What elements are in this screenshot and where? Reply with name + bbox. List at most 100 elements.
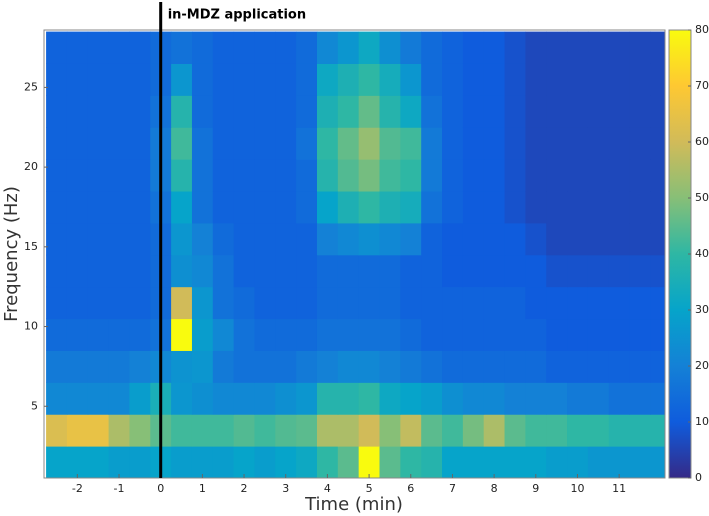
- cell: [46, 222, 68, 256]
- cell: [66, 414, 89, 447]
- cell: [546, 286, 568, 320]
- cell: [483, 446, 506, 478]
- cell: [587, 414, 610, 447]
- cell: [379, 350, 401, 383]
- colorbar-tick-label: 80: [695, 23, 709, 36]
- cell: [629, 254, 651, 288]
- cell: [191, 127, 214, 160]
- cell: [608, 191, 631, 224]
- cell: [567, 382, 589, 415]
- cell: [87, 127, 110, 160]
- cell: [316, 414, 339, 447]
- x-tick-label: 8: [491, 482, 498, 495]
- cell: [442, 350, 464, 383]
- cell: [546, 159, 568, 192]
- cell: [525, 318, 547, 351]
- cell: [171, 222, 193, 256]
- cell: [108, 191, 130, 224]
- cell: [608, 382, 631, 415]
- cell: [483, 127, 506, 160]
- cell: [629, 318, 651, 351]
- cell: [46, 159, 68, 192]
- cell: [254, 95, 276, 128]
- cell: [275, 382, 297, 415]
- cell: [316, 254, 339, 288]
- cell: [46, 414, 68, 447]
- cell: [87, 191, 110, 224]
- cell: [254, 446, 276, 478]
- cell: [483, 222, 506, 256]
- cell: [462, 414, 485, 447]
- cell: [525, 286, 547, 320]
- cell: [608, 63, 631, 96]
- cell: [337, 159, 360, 192]
- cell: [525, 446, 547, 478]
- cell: [233, 286, 255, 320]
- cell: [275, 191, 297, 224]
- cell: [275, 318, 297, 351]
- cell: [421, 222, 443, 256]
- cell: [442, 63, 464, 96]
- cell: [66, 191, 89, 224]
- cell: [483, 350, 506, 383]
- cell: [191, 95, 214, 128]
- cell: [483, 286, 506, 320]
- cell: [254, 191, 276, 224]
- cell: [587, 350, 610, 383]
- cell: [316, 63, 339, 96]
- cell: [296, 95, 318, 128]
- cell: [233, 222, 255, 256]
- cell: [442, 159, 464, 192]
- cell: [212, 191, 235, 224]
- cell: [316, 382, 339, 415]
- cell: [629, 31, 651, 64]
- cell: [587, 222, 610, 256]
- cell: [275, 222, 297, 256]
- cell: [254, 318, 276, 351]
- cell: [525, 222, 547, 256]
- cell: [212, 95, 235, 128]
- cell: [358, 222, 381, 256]
- colorbar-tick-label: 60: [695, 135, 709, 148]
- cell: [337, 286, 360, 320]
- cell: [462, 63, 485, 96]
- colorbar-tick-label: 50: [695, 191, 709, 204]
- cell: [546, 446, 568, 478]
- cell: [462, 191, 485, 224]
- cell: [46, 446, 68, 478]
- cell: [525, 95, 547, 128]
- cell: [504, 286, 526, 320]
- cell: [108, 127, 130, 160]
- cell: [358, 63, 381, 96]
- cell: [629, 286, 651, 320]
- cell: [337, 191, 360, 224]
- cell: [650, 318, 665, 351]
- cell: [296, 127, 318, 160]
- cell: [129, 254, 151, 288]
- cell: [442, 382, 464, 415]
- cell: [442, 191, 464, 224]
- cell: [400, 191, 422, 224]
- cell: [400, 414, 422, 447]
- cell: [171, 159, 193, 192]
- cell: [421, 191, 443, 224]
- cell: [421, 446, 443, 478]
- cell: [379, 446, 401, 478]
- cell: [87, 159, 110, 192]
- heatmap: [46, 31, 665, 478]
- cell: [546, 414, 568, 447]
- cell: [316, 318, 339, 351]
- cell: [212, 222, 235, 256]
- cell: [233, 446, 255, 478]
- cell: [587, 63, 610, 96]
- cell: [379, 254, 401, 288]
- cell: [567, 414, 589, 447]
- cell: [171, 286, 193, 320]
- cell: [275, 286, 297, 320]
- cell: [504, 63, 526, 96]
- cell: [504, 127, 526, 160]
- cell: [254, 127, 276, 160]
- cell: [108, 446, 130, 478]
- cell: [233, 254, 255, 288]
